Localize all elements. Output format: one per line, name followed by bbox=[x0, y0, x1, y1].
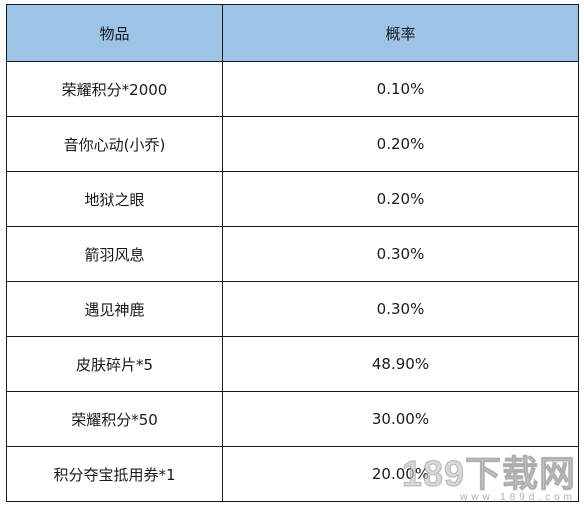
item-name-cell: 荣耀积分*2000 bbox=[6, 61, 223, 117]
item-name-cell: 遇见神鹿 bbox=[6, 281, 223, 337]
header-rate: 概率 bbox=[222, 4, 579, 62]
rate-cell: 0.20% bbox=[222, 116, 579, 172]
table-header-row: 物品 概率 bbox=[6, 4, 579, 62]
rate-cell: 0.10% bbox=[222, 61, 579, 117]
rate-cell: 30.00% bbox=[222, 391, 579, 447]
table-row: 箭羽风息 0.30% bbox=[6, 226, 579, 282]
rate-cell: 48.90% bbox=[222, 336, 579, 392]
probability-table-container: 物品 概率 荣耀积分*2000 0.10% 音你心动(小乔) 0.20% 地狱之… bbox=[6, 4, 579, 505]
rate-cell: 0.30% bbox=[222, 281, 579, 337]
rate-cell: 0.20% bbox=[222, 171, 579, 227]
item-name-cell: 音你心动(小乔) bbox=[6, 116, 223, 172]
item-name-cell: 皮肤碎片*5 bbox=[6, 336, 223, 392]
item-name-cell: 地狱之眼 bbox=[6, 171, 223, 227]
item-name-cell: 箭羽风息 bbox=[6, 226, 223, 282]
item-name-cell: 积分夺宝抵用券*1 bbox=[6, 446, 223, 502]
table-row: 遇见神鹿 0.30% bbox=[6, 281, 579, 337]
rate-cell: 20.00% bbox=[222, 446, 579, 502]
table-row: 地狱之眼 0.20% bbox=[6, 171, 579, 227]
probability-table: 物品 概率 荣耀积分*2000 0.10% 音你心动(小乔) 0.20% 地狱之… bbox=[6, 4, 579, 502]
item-name-cell: 荣耀积分*50 bbox=[6, 391, 223, 447]
header-item: 物品 bbox=[6, 4, 223, 62]
table-row: 积分夺宝抵用券*1 20.00% bbox=[6, 446, 579, 502]
table-row: 音你心动(小乔) 0.20% bbox=[6, 116, 579, 172]
rate-cell: 0.30% bbox=[222, 226, 579, 282]
table-row: 荣耀积分*2000 0.10% bbox=[6, 61, 579, 117]
table-row: 皮肤碎片*5 48.90% bbox=[6, 336, 579, 392]
table-row: 荣耀积分*50 30.00% bbox=[6, 391, 579, 447]
